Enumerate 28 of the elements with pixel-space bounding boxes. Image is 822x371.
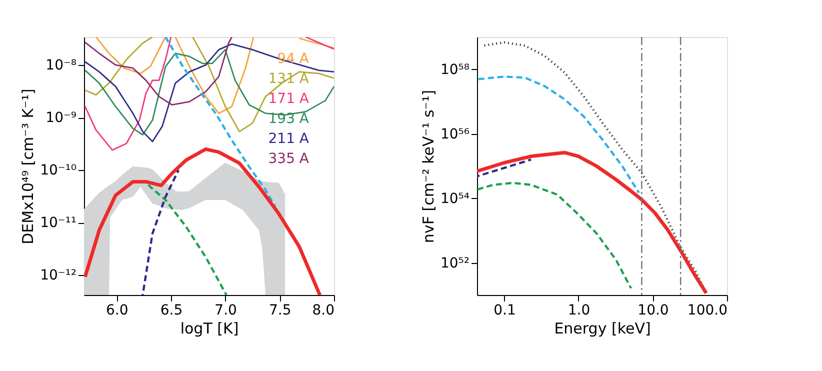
y-tick-label: 10⁵⁸ <box>440 62 470 78</box>
line-series <box>142 168 180 295</box>
text: 211 A <box>268 131 310 147</box>
y-tick-label: 10⁻¹² <box>40 268 76 284</box>
y-axis-title: DEMx10⁴⁹ [cm⁻³ K⁻¹] <box>19 88 38 244</box>
x-axis-title: Energy [keV] <box>554 320 651 338</box>
y-tick-label: 10⁻⁸ <box>46 57 77 74</box>
text: 171 A <box>268 91 310 107</box>
x-tick-label: 6.0 <box>106 302 128 318</box>
line-series <box>84 37 233 106</box>
x-tick-label: 6.5 <box>160 302 183 318</box>
y-tick-label: 10⁵⁶ <box>440 126 470 142</box>
y-axis-title: nvF [cm⁻² keV⁻¹ s⁻¹] <box>419 90 438 244</box>
y-tick-label: 10⁵² <box>440 255 470 272</box>
x-tick-label: 1.0 <box>568 302 590 318</box>
x-tick-label: 7.5 <box>269 302 292 318</box>
x-tick-label: 7.0 <box>214 302 237 318</box>
line-series <box>84 147 322 295</box>
x-tick-label: 8.0 <box>312 302 334 318</box>
x-axis-title: logT [K] <box>180 320 239 338</box>
x-tick-label: 100.0 <box>687 302 728 318</box>
y-tick-label: 10⁵⁴ <box>440 190 470 207</box>
y-tick-label: 10⁻¹¹ <box>40 215 76 232</box>
y-tick-label: 10⁻⁹ <box>46 110 77 126</box>
x-tick-label: 10.0 <box>638 302 669 318</box>
text: 335 A <box>268 151 310 167</box>
y-tick-label: 10⁻¹⁰ <box>40 162 77 179</box>
x-tick-label: 0.1 <box>494 302 516 318</box>
